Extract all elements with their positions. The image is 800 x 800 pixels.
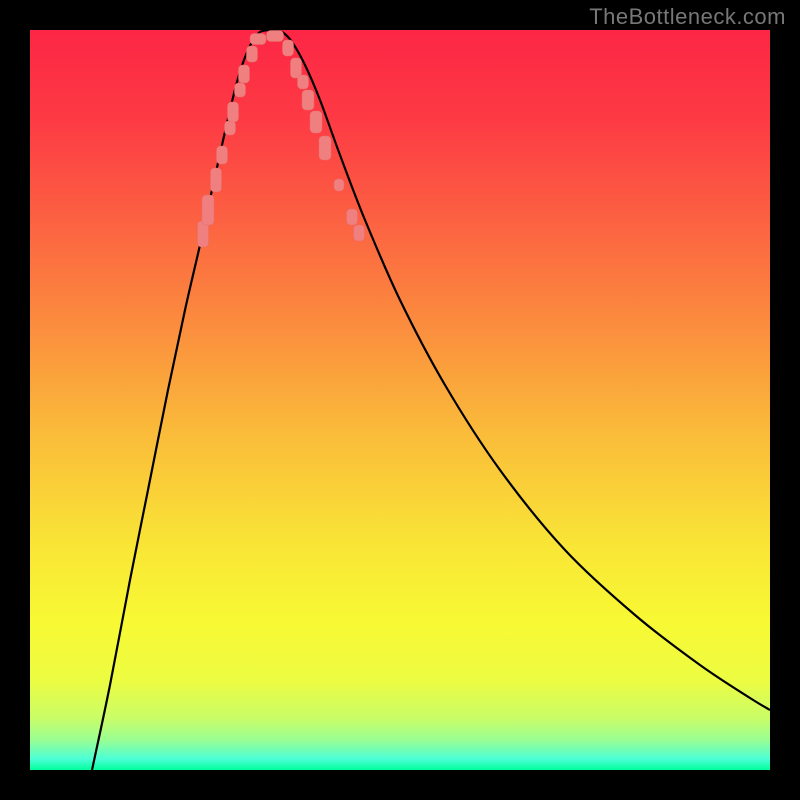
- data-marker: [250, 34, 266, 45]
- watermark-text: TheBottleneck.com: [589, 4, 786, 30]
- data-marker: [334, 179, 344, 191]
- chart-container: TheBottleneck.com: [0, 0, 800, 800]
- data-marker: [291, 58, 302, 78]
- data-marker: [354, 225, 365, 241]
- data-marker: [247, 46, 258, 62]
- data-marker: [217, 146, 228, 164]
- data-marker: [202, 195, 214, 225]
- data-marker: [235, 83, 246, 97]
- gradient-background: [30, 30, 770, 770]
- data-marker: [225, 121, 236, 135]
- data-marker: [211, 168, 222, 192]
- plot-area: [30, 30, 770, 770]
- bottleneck-chart: [0, 0, 800, 800]
- data-marker: [283, 40, 294, 56]
- data-marker: [298, 75, 309, 89]
- data-marker: [302, 90, 314, 110]
- data-marker: [310, 111, 322, 133]
- data-marker: [228, 102, 239, 122]
- data-marker: [267, 31, 284, 42]
- data-marker: [347, 209, 358, 225]
- data-marker: [239, 65, 250, 83]
- data-marker: [319, 136, 331, 160]
